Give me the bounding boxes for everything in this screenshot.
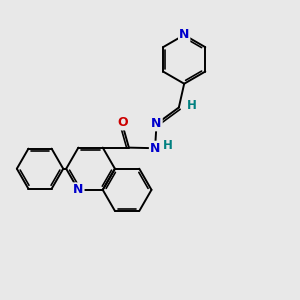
Text: N: N [150, 142, 160, 155]
Text: O: O [117, 116, 128, 130]
Text: H: H [163, 139, 172, 152]
Text: H: H [186, 99, 196, 112]
Text: N: N [152, 117, 162, 130]
Text: N: N [73, 183, 84, 196]
Text: N: N [179, 28, 189, 41]
